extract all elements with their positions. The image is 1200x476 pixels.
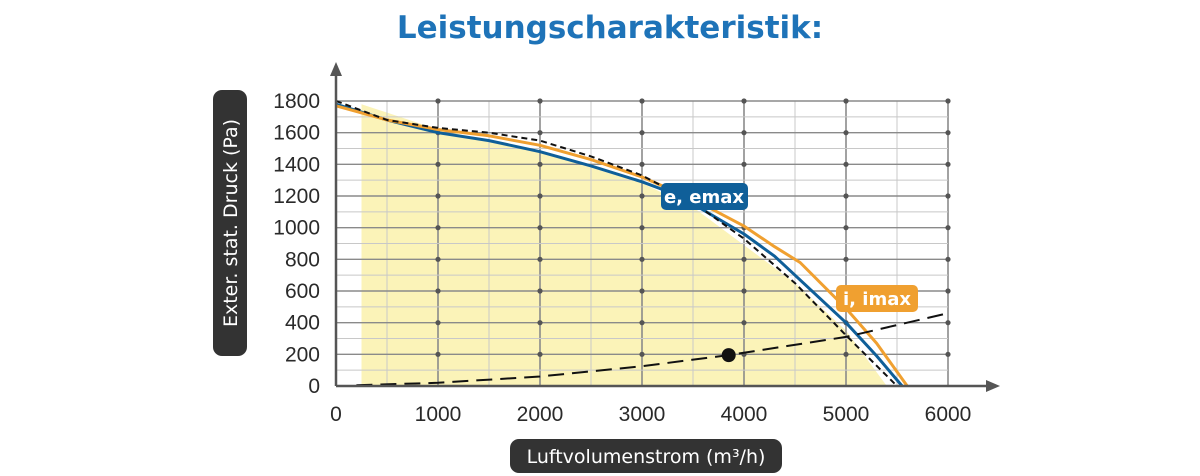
grid-dot [639, 193, 645, 199]
grid-dot [843, 193, 849, 199]
grid-dot [537, 320, 543, 326]
x-tick-label: 6000 [925, 403, 972, 426]
grid-dot [843, 161, 849, 167]
grid-dot [639, 288, 645, 294]
grid-dot [741, 288, 747, 294]
series-label-i: i, imax [836, 285, 918, 312]
series-label-i-text: i, imax [843, 289, 911, 310]
series-label-e: e, emax [661, 183, 748, 210]
y-tick-label: 1000 [273, 217, 320, 240]
grid-dot [945, 161, 951, 167]
grid-dot [537, 256, 543, 262]
x-tick-label: 2000 [517, 403, 564, 426]
grid-dot [843, 98, 849, 104]
y-axis-label-pill [213, 90, 247, 356]
grid-dot [741, 98, 747, 104]
x-axis-arrow [986, 380, 1000, 392]
x-axis-label-pill [510, 439, 782, 473]
grid-dot [435, 98, 441, 104]
grid-dot [537, 98, 543, 104]
grid-dot [945, 225, 951, 231]
grid-dot [843, 130, 849, 136]
grid-dot [945, 288, 951, 294]
operating-range-area [361, 104, 887, 386]
grid-dot [843, 256, 849, 262]
grid-dot [741, 256, 747, 262]
grid-dot [537, 193, 543, 199]
grid-dot [537, 225, 543, 231]
y-tick-label: 1600 [273, 122, 320, 145]
grid-dot [435, 351, 441, 357]
y-tick-label: 1800 [273, 90, 320, 113]
grid-dot [537, 161, 543, 167]
grid-dot [945, 320, 951, 326]
grid-dot [639, 320, 645, 326]
x-tick-label: 4000 [721, 403, 768, 426]
grid-dot [639, 161, 645, 167]
grid-dot [945, 193, 951, 199]
chart-title: Leistungscharakteristik: [397, 10, 823, 46]
y-tick-label: 600 [285, 280, 320, 303]
series-label-e-text: e, emax [664, 187, 744, 208]
grid-dot [945, 256, 951, 262]
grid-dot [639, 98, 645, 104]
grid-dot [639, 225, 645, 231]
operating-point [721, 348, 736, 363]
operating-range-fill [361, 104, 887, 386]
grid-dot [537, 130, 543, 136]
grid-dot [639, 256, 645, 262]
y-tick-label: 400 [285, 312, 320, 335]
x-axis-label-text: Luftvolumenstrom (m³/h) [527, 446, 766, 468]
grid-dot [537, 351, 543, 357]
x-tick-label: 0 [330, 403, 342, 426]
y-axis-label-text: Exter. stat. Druck (Pa) [220, 119, 242, 327]
x-tick-label: 5000 [823, 403, 870, 426]
y-tick-label: 1400 [273, 153, 320, 176]
series-line-3 [356, 312, 949, 387]
y-axis-arrow [330, 62, 342, 76]
series-label-i-box [836, 285, 918, 312]
grid-dot [741, 320, 747, 326]
grid-dot [435, 288, 441, 294]
grid-dot [435, 193, 441, 199]
grid-dot [843, 351, 849, 357]
series-label-e-box [661, 183, 748, 210]
grid-dot [435, 225, 441, 231]
grid-dot [741, 161, 747, 167]
axes [330, 62, 1000, 392]
y-tick-label: 0 [308, 375, 320, 398]
y-tick-labels: 0 200 400 600 800 1000 1200 1400 1600 1800 [273, 90, 320, 398]
grid-dot [435, 320, 441, 326]
x-axis-label: Luftvolumenstrom (m³/h) [510, 439, 782, 473]
grid-dot [639, 351, 645, 357]
grid-dot [945, 98, 951, 104]
grid-dot [639, 130, 645, 136]
grid-dot [945, 351, 951, 357]
y-tick-label: 800 [285, 248, 320, 271]
x-tick-label: 3000 [619, 403, 666, 426]
x-tick-label: 1000 [415, 403, 462, 426]
grid-dot [741, 130, 747, 136]
y-axis-label: Exter. stat. Druck (Pa) [213, 90, 247, 356]
y-tick-label: 1200 [273, 185, 320, 208]
x-tick-labels: 0 1000 2000 3000 4000 5000 6000 [330, 403, 971, 426]
grid-dot [945, 130, 951, 136]
grid-dot [435, 256, 441, 262]
grid-dot [843, 225, 849, 231]
grid-dot [537, 288, 543, 294]
grid-dot [435, 161, 441, 167]
y-tick-label: 200 [285, 343, 320, 366]
grid [336, 98, 951, 386]
